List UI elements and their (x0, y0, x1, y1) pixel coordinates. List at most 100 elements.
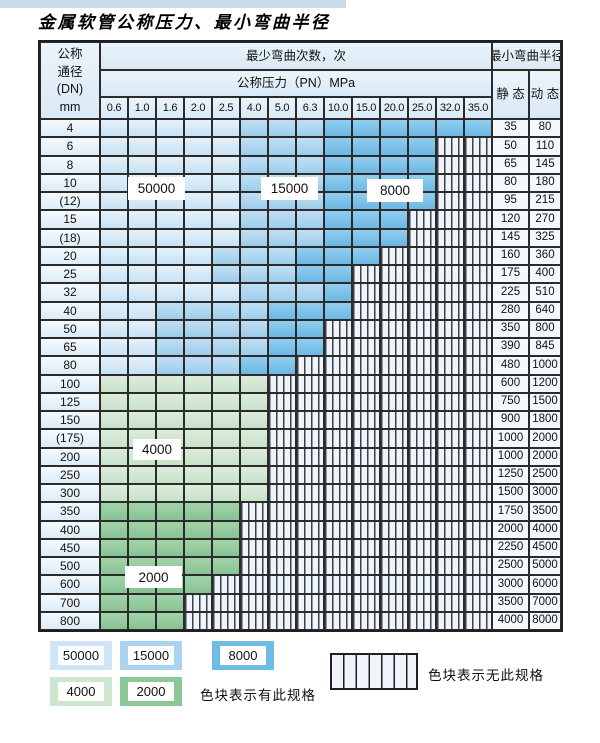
spec-cell (296, 246, 324, 265)
no-spec-cell (408, 502, 436, 521)
spec-cell (380, 155, 408, 174)
spec-cell (100, 228, 128, 247)
spec-cell (100, 593, 128, 612)
header-dn-line3: (DN) (56, 82, 84, 96)
spec-cell (100, 173, 128, 192)
spec-cell (156, 246, 184, 265)
dynamic-value-cell: 400 (529, 265, 561, 284)
pressure-col-header: 10.0 (324, 97, 352, 119)
dn-cell: 15 (40, 210, 100, 229)
spec-cell (156, 465, 184, 484)
spec-cell (324, 246, 352, 265)
spec-cell (296, 137, 324, 156)
no-spec-cell (324, 520, 352, 539)
static-value-cell: 2500 (492, 557, 529, 576)
spec-cell (240, 411, 268, 430)
dynamic-value-cell: 270 (529, 210, 561, 229)
no-spec-cell (408, 429, 436, 448)
no-spec-cell (268, 502, 296, 521)
spec-cell (380, 210, 408, 229)
dynamic-value-cell: 180 (529, 173, 561, 192)
dynamic-value-cell: 2500 (529, 465, 561, 484)
no-spec-cell (464, 429, 492, 448)
dynamic-value-cell: 4500 (529, 538, 561, 557)
no-spec-cell (408, 411, 436, 430)
spec-cell (212, 228, 240, 247)
spec-cell (380, 228, 408, 247)
dynamic-value-cell: 640 (529, 301, 561, 320)
spec-cell (156, 265, 184, 284)
spec-cell (268, 155, 296, 174)
pressure-col-header: 0.6 (100, 97, 128, 119)
legend-swatch-4000: 4000 (50, 677, 112, 706)
spec-cell (240, 392, 268, 411)
no-spec-cell (268, 484, 296, 503)
no-spec-cell (464, 538, 492, 557)
no-spec-cell (268, 611, 296, 630)
no-spec-cell (184, 593, 212, 612)
no-spec-cell (380, 319, 408, 338)
no-spec-cell (240, 575, 268, 594)
legend-swatch-label: 15000 (128, 646, 174, 665)
no-spec-cell (464, 447, 492, 466)
no-spec-cell (352, 575, 380, 594)
spec-cell (240, 246, 268, 265)
no-spec-cell (352, 465, 380, 484)
no-spec-cell (296, 502, 324, 521)
no-spec-cell (464, 265, 492, 284)
spec-cell (100, 520, 128, 539)
static-value-cell: 225 (492, 283, 529, 302)
spec-cell (268, 301, 296, 320)
no-spec-cell (408, 246, 436, 265)
legend-no-spec-swatch (330, 653, 418, 690)
spec-cell (296, 210, 324, 229)
spec-cell (184, 319, 212, 338)
spec-cell (156, 155, 184, 174)
no-spec-cell (436, 173, 464, 192)
no-spec-cell (436, 538, 464, 557)
no-spec-cell (324, 319, 352, 338)
spec-cell (156, 356, 184, 375)
spec-cell (240, 429, 268, 448)
spec-cell (184, 356, 212, 375)
legend-swatch-8000: 8000 (212, 641, 274, 670)
spec-cell (128, 593, 156, 612)
spec-cell (156, 228, 184, 247)
dn-cell: 450 (40, 538, 100, 557)
no-spec-cell (352, 265, 380, 284)
spec-cell (184, 283, 212, 302)
static-value-cell: 1250 (492, 465, 529, 484)
static-value-cell: 4000 (492, 611, 529, 630)
dynamic-value-cell: 360 (529, 246, 561, 265)
spec-cell (212, 411, 240, 430)
no-spec-cell (296, 374, 324, 393)
spec-cell (128, 137, 156, 156)
spec-cell (240, 137, 268, 156)
no-spec-cell (324, 392, 352, 411)
no-spec-cell (436, 465, 464, 484)
no-spec-cell (380, 301, 408, 320)
spec-cell (184, 538, 212, 557)
no-spec-cell (436, 575, 464, 594)
spec-cell (184, 392, 212, 411)
spec-cell (128, 484, 156, 503)
no-spec-cell (464, 502, 492, 521)
no-spec-cell (296, 429, 324, 448)
spec-cell (240, 374, 268, 393)
spec-cell (128, 465, 156, 484)
spec-cell (296, 301, 324, 320)
spec-cell (268, 137, 296, 156)
no-spec-cell (380, 392, 408, 411)
no-spec-cell (408, 228, 436, 247)
spec-cell (212, 192, 240, 211)
no-spec-cell (324, 447, 352, 466)
table-grid: 公称 通径 (DN) mm 最少弯曲次数，次 最小弯曲半径 公称压力（PN）MP… (38, 40, 563, 632)
dn-cell: 600 (40, 575, 100, 594)
spec-cell (100, 447, 128, 466)
spec-cell (156, 374, 184, 393)
static-value-cell: 2250 (492, 538, 529, 557)
no-spec-cell (436, 356, 464, 375)
spec-cell (408, 137, 436, 156)
spec-cell (268, 246, 296, 265)
spec-cell (100, 411, 128, 430)
